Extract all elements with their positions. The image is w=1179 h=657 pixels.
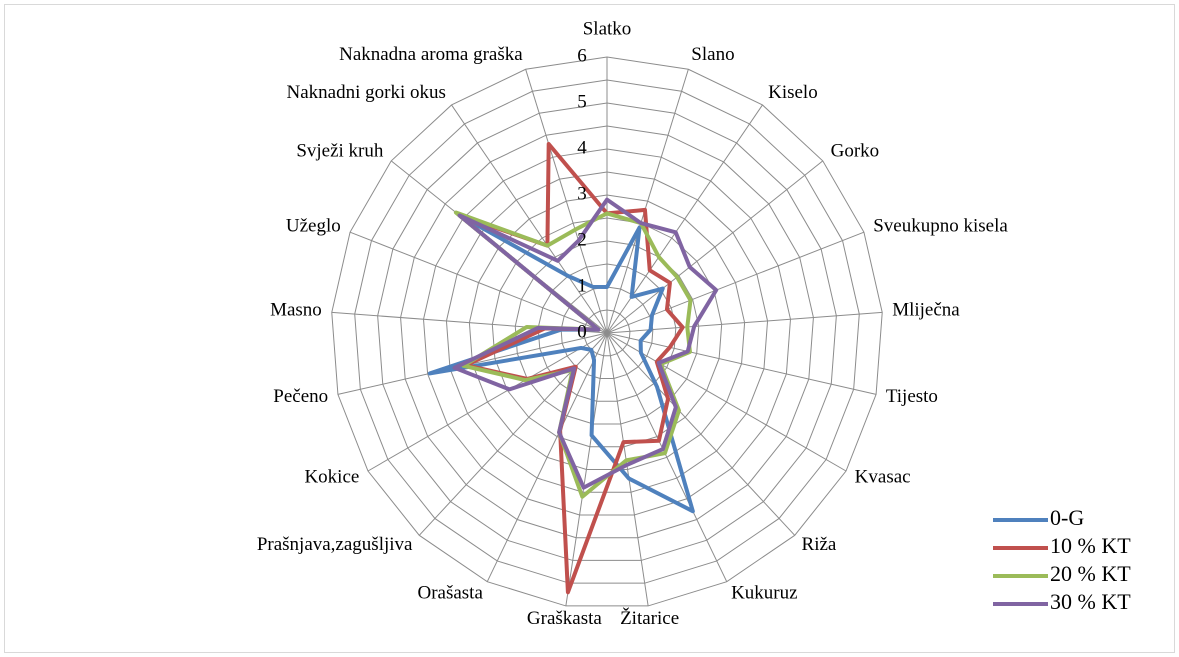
spoke — [606, 332, 728, 582]
minor-grid-ring — [491, 217, 723, 448]
spoke — [606, 69, 689, 334]
y-tick-label: 2 — [577, 229, 587, 250]
category-label: Žitarice — [620, 607, 679, 629]
grid-ring — [514, 240, 700, 425]
category-label: Kvasac — [855, 466, 911, 487]
category-label: Prašnjava,zagušljiva — [257, 534, 413, 555]
category-label: Riža — [802, 534, 837, 555]
spoke — [606, 332, 877, 395]
category-label: Naknadna aroma graška — [339, 44, 523, 65]
legend-label: 0-G — [1050, 505, 1084, 530]
minor-grid-ring — [537, 263, 677, 402]
y-tick-label: 5 — [577, 91, 587, 112]
spoke — [349, 231, 608, 334]
series-line — [452, 197, 719, 490]
y-tick-label: 1 — [577, 275, 587, 296]
legend-label: 30 % KT — [1050, 589, 1131, 614]
category-label: Pečeno — [273, 386, 328, 407]
spoke — [606, 332, 796, 536]
spoke — [606, 160, 824, 334]
grid-ring — [331, 56, 883, 607]
spoke — [486, 332, 608, 582]
spoke — [367, 332, 608, 472]
category-label: Gorko — [831, 141, 880, 162]
category-label: Tijesto — [886, 386, 938, 407]
legend-label: 10 % KT — [1050, 533, 1131, 558]
y-tick-label: 0 — [577, 321, 587, 342]
category-label: Slatko — [583, 18, 632, 39]
category-label: Svježi kruh — [296, 141, 384, 162]
grid-ring — [377, 102, 837, 561]
grid-ring — [560, 286, 654, 379]
spoke — [525, 69, 608, 334]
spoke — [451, 104, 608, 334]
category-label: Naknadni gorki okus — [287, 82, 446, 103]
legend: 0-G 10 % KT 20 % KT 30 % KT — [993, 505, 1131, 614]
spoke — [565, 332, 608, 606]
spoke — [606, 311, 883, 334]
grid-ring — [468, 194, 746, 470]
category-label: Masno — [270, 300, 322, 321]
category-label: Mliječna — [892, 300, 960, 321]
legend-label: 20 % KT — [1050, 561, 1131, 586]
spoke — [606, 231, 865, 334]
spoke — [606, 332, 649, 606]
grid-ring — [423, 148, 791, 516]
category-label: Kokice — [304, 466, 359, 487]
category-label: Sveukupno kisela — [873, 215, 1008, 236]
spoke — [606, 332, 847, 472]
minor-grid-ring — [354, 79, 860, 584]
category-label: Kukuruz — [731, 583, 797, 604]
minor-grid-ring — [400, 125, 814, 539]
category-label: Graškasta — [527, 608, 602, 629]
y-tick-label: 6 — [577, 45, 587, 66]
category-label: Užeglo — [286, 215, 341, 236]
category-label: Slano — [691, 44, 734, 65]
y-tick-label: 4 — [577, 137, 587, 158]
y-tick-label: 3 — [577, 183, 587, 204]
category-label: Orašasta — [417, 583, 483, 604]
category-label: Kiselo — [768, 82, 818, 103]
